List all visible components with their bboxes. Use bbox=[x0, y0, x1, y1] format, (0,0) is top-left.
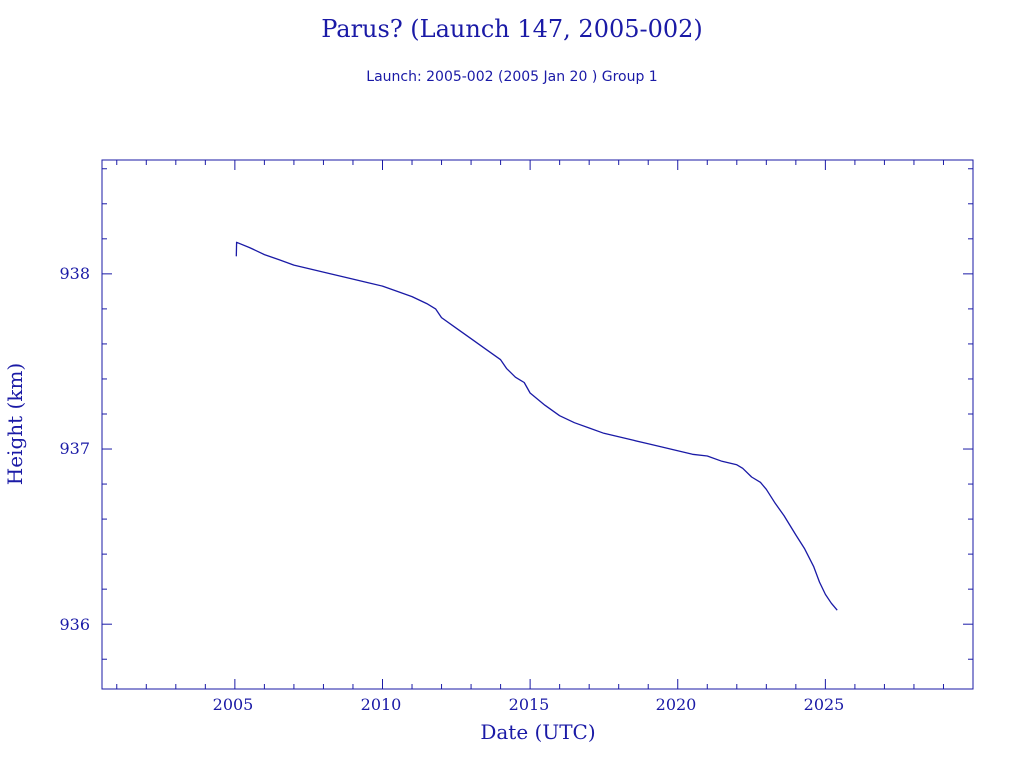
x-tick-label-2025: 2025 bbox=[804, 695, 845, 714]
x-tick-label-2005: 2005 bbox=[213, 695, 254, 714]
y-tick-label-937: 937 bbox=[59, 439, 90, 458]
x-tick-label-2020: 2020 bbox=[656, 695, 697, 714]
y-tick-label-938: 938 bbox=[59, 264, 90, 283]
tick-marks bbox=[102, 160, 973, 689]
chart-title: Parus? (Launch 147, 2005-002) bbox=[321, 15, 703, 43]
y-axis-label: Height (km) bbox=[3, 363, 27, 485]
y-tick-label-936: 936 bbox=[59, 615, 90, 634]
x-tick-label-2015: 2015 bbox=[509, 695, 550, 714]
plot-frame bbox=[101, 159, 974, 690]
x-tick-label-2010: 2010 bbox=[361, 695, 402, 714]
x-axis-label: Date (UTC) bbox=[480, 720, 595, 744]
chart-subtitle: Launch: 2005-002 (2005 Jan 20 ) Group 1 bbox=[366, 69, 657, 85]
height-series-line bbox=[235, 241, 838, 611]
